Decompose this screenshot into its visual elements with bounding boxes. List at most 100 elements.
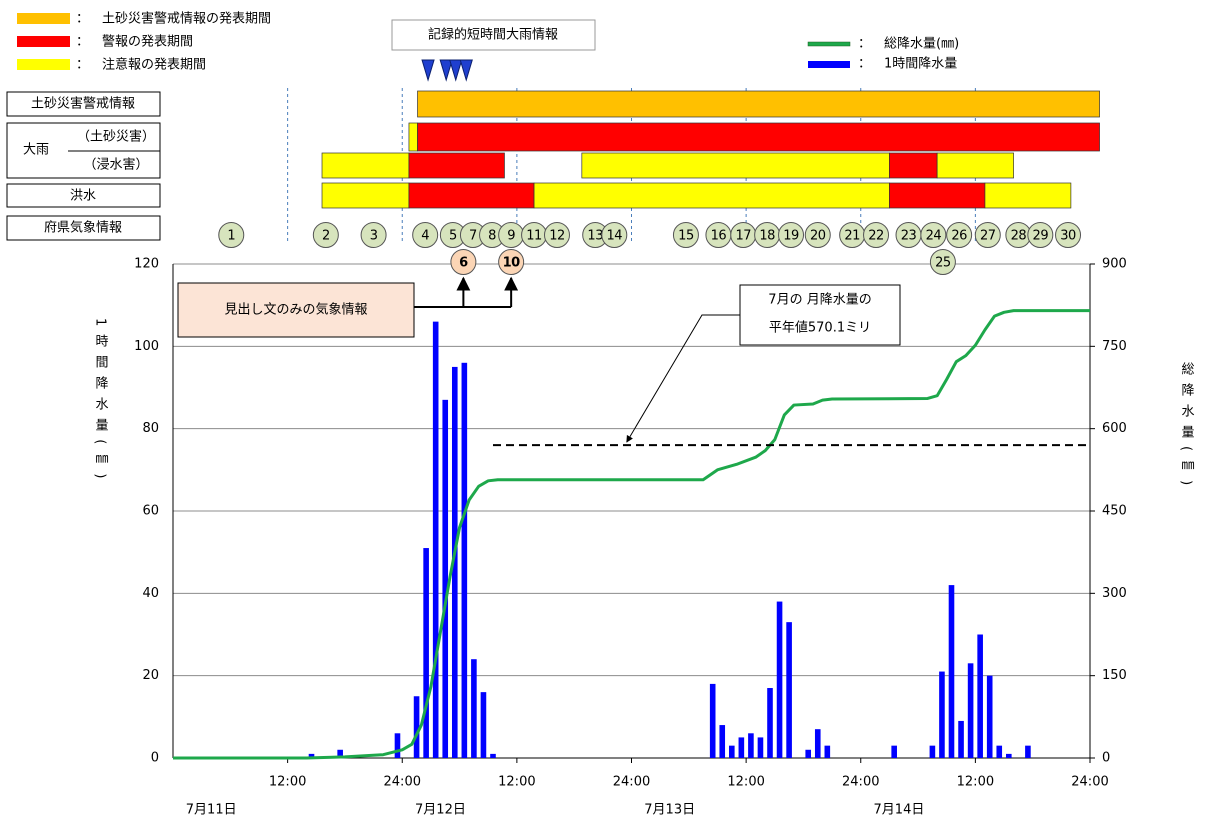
bar — [748, 733, 754, 758]
day-label: 7月14日 — [874, 803, 925, 818]
legend-swatch — [17, 36, 70, 47]
bar — [805, 749, 812, 758]
bar — [461, 362, 468, 758]
bulletin-label: 3 — [370, 229, 378, 244]
y-tick-label: 120 — [134, 257, 159, 272]
bar — [432, 321, 439, 758]
bar — [1006, 753, 1012, 758]
bulletin-label: 18 — [759, 229, 775, 244]
bulletin-marker — [1055, 222, 1082, 248]
bulletin-label: 1 — [227, 229, 235, 244]
headline-note-box — [177, 282, 415, 338]
bar — [480, 692, 487, 758]
bulletin-marker — [863, 222, 890, 248]
y-tick-label: 100 — [134, 339, 159, 354]
bar — [709, 683, 716, 758]
bulletin-marker — [672, 222, 699, 248]
warning-period — [581, 152, 890, 179]
bar — [824, 745, 831, 758]
legend-separator: ： — [858, 37, 871, 52]
x-tick-label: 12:00 — [269, 775, 306, 790]
bulletin-marker — [498, 249, 525, 275]
bar — [786, 622, 792, 758]
bar — [451, 366, 458, 758]
day-label: 7月13日 — [644, 803, 695, 818]
bulletin-label: 16 — [711, 229, 727, 244]
bar — [719, 725, 726, 758]
bulletin-label: 11 — [526, 229, 542, 244]
y-tick-label: 60 — [142, 504, 159, 519]
bulletin-label: 26 — [951, 229, 967, 244]
bulletin-label: 23 — [901, 229, 917, 244]
record-rain-marker — [449, 59, 463, 82]
bulletin-marker — [412, 222, 439, 248]
y2-tick-label: 900 — [1102, 257, 1127, 272]
bulletin-label: 12 — [549, 229, 565, 244]
bar — [929, 745, 936, 758]
x-tick-label: 24:00 — [613, 775, 650, 790]
bar — [958, 720, 964, 758]
y-tick-label: 20 — [142, 668, 159, 683]
legend-label: 注意報の発表期間 — [102, 57, 206, 73]
bulletin-marker — [312, 222, 339, 248]
bulletin-label: 29 — [1033, 229, 1049, 244]
y2-tick-label: 150 — [1102, 668, 1127, 683]
headline-note: 見出し文のみの気象情報 — [224, 302, 367, 318]
bar — [996, 745, 1003, 758]
warning-period — [321, 182, 410, 209]
line-series — [173, 309, 1090, 760]
bulletin-label: 4 — [421, 229, 429, 244]
y-tick-label: 80 — [142, 421, 159, 436]
x-tick-label: 24:00 — [384, 775, 421, 790]
bulletin-label: 20 — [810, 229, 826, 244]
bar — [471, 659, 477, 758]
legend-swatch — [808, 61, 850, 68]
day-label: 7月12日 — [415, 803, 466, 818]
bulletin-marker — [1027, 222, 1054, 248]
record-rain-label: 記録的短時間大雨情報 — [428, 27, 558, 43]
bulletin-label: 19 — [783, 229, 799, 244]
bulletin-marker — [778, 222, 805, 248]
x-tick-label: 24:00 — [842, 775, 879, 790]
warning-period — [533, 182, 890, 209]
warning-period — [417, 122, 1100, 152]
bar — [738, 737, 745, 758]
bar — [728, 745, 735, 758]
bulletin-label: 2 — [322, 229, 330, 244]
warning-period — [321, 152, 410, 179]
row-label: 府県気象情報 — [44, 220, 122, 236]
legend-swatch — [17, 13, 70, 24]
row-label: 洪水 — [70, 189, 96, 204]
bulletin-label: 15 — [678, 229, 694, 244]
bar — [767, 688, 773, 758]
bulletin-label: 14 — [607, 229, 623, 244]
bulletin-marker — [601, 222, 628, 248]
bulletin-marker — [920, 222, 947, 248]
y2-tick-label: 750 — [1102, 339, 1127, 354]
warning-period — [889, 182, 986, 209]
x-tick-label: 12:00 — [957, 775, 994, 790]
bar — [948, 585, 955, 758]
row-label-box — [6, 91, 161, 117]
x-tick-label: 12:00 — [498, 775, 535, 790]
bulletin-label: 5 — [449, 229, 457, 244]
warning-period — [408, 122, 418, 152]
row-label: （浸水害） — [83, 157, 148, 173]
y2-tick-label: 600 — [1102, 421, 1127, 436]
legend-swatch — [807, 41, 851, 47]
bulletin-marker — [543, 222, 570, 248]
bulletin-label: 8 — [488, 229, 496, 244]
bar — [1025, 745, 1031, 758]
legend-separator: ： — [76, 35, 89, 50]
row-label-box — [6, 215, 161, 241]
bar — [490, 753, 496, 758]
y-axis-label: 1時間降水量(㎜) — [93, 318, 109, 486]
legend-separator: ： — [76, 58, 89, 73]
reference-label-box — [739, 284, 901, 346]
y2-tick-label: 450 — [1102, 504, 1127, 519]
bar — [394, 733, 401, 758]
row-label: （土砂災害） — [77, 129, 155, 145]
bar — [337, 749, 343, 758]
bar — [967, 663, 974, 758]
